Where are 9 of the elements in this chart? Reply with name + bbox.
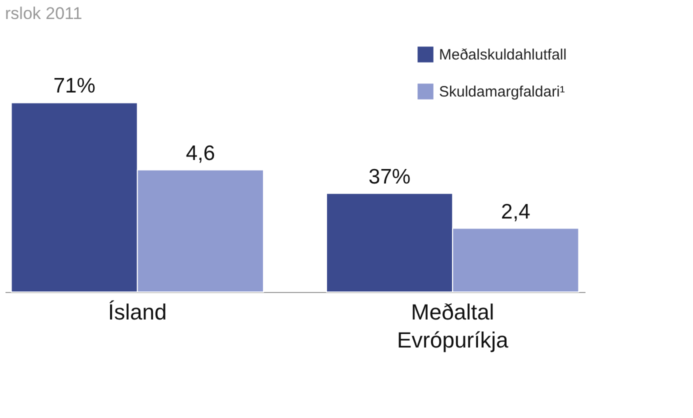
chart-title: rslok 2011 — [5, 4, 82, 23]
data-label: 37% — [368, 165, 411, 188]
legend-label: Meðalskuldahlutfall — [439, 46, 567, 64]
data-label: 4,6 — [186, 142, 216, 165]
legend-label: Skuldamargfaldari¹ — [439, 84, 565, 100]
x-tick-label: Meðaltal Evrópuríkja — [396, 300, 509, 352]
data-label: 71% — [53, 74, 96, 98]
x-tick-label: Ísland — [108, 300, 167, 324]
data-label: 2,4 — [501, 200, 531, 224]
